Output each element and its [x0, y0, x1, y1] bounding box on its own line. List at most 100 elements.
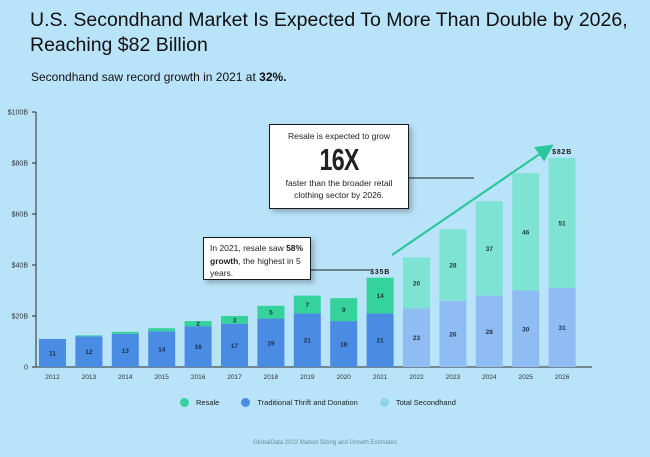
- callout-2021-growth: In 2021, resale saw 58% growth, the high…: [203, 237, 311, 280]
- chart-legend: Resale Traditional Thrift and Donation T…: [180, 398, 456, 407]
- bar-resale-2023: [439, 229, 467, 301]
- data-label-thrift-2020: 18: [340, 342, 348, 349]
- bar-resale-2025: [512, 173, 540, 291]
- bar-resale-2020: [330, 298, 358, 322]
- data-label-thrift-2014: 13: [122, 348, 130, 355]
- bar-resale-2014: [111, 331, 139, 334]
- growth-arrow: [391, 144, 554, 256]
- legend-item-thrift: Traditional Thrift and Donation: [241, 398, 358, 407]
- bar-thrift-2014: [111, 333, 139, 367]
- legend-item-resale: Resale: [180, 398, 219, 407]
- bar-resale-2018: [257, 305, 285, 319]
- data-label-resale-2025: 46: [522, 229, 530, 236]
- callout-resale-growth: Resale is expected to grow 16X faster th…: [269, 124, 409, 209]
- total-label-2026: $82B: [552, 149, 572, 156]
- bar-thrift-2016: [184, 326, 212, 367]
- bar-resale-2022: [403, 257, 430, 309]
- bar-thrift-2023: [439, 300, 467, 367]
- data-label-resale-2017: 3: [233, 317, 237, 324]
- x-tick-label-2014: 2014: [118, 374, 133, 381]
- data-label-thrift-2019: 21: [304, 338, 312, 345]
- data-label-resale-2021: 14: [376, 293, 384, 300]
- bar-resale-2016: [184, 321, 212, 327]
- x-tick-label-2021: 2021: [373, 374, 388, 381]
- bar-thrift-2022: [403, 308, 430, 367]
- data-label-thrift-2017: 17: [231, 343, 239, 350]
- subtitle-text: Secondhand saw record growth in 2021 at: [31, 70, 260, 84]
- callout-big-number: 16X: [319, 142, 359, 177]
- chart-subtitle: Secondhand saw record growth in 2021 at …: [31, 70, 287, 84]
- bar-thrift-2024: [475, 295, 503, 367]
- x-tick-label-2024: 2024: [482, 374, 497, 381]
- y-tick-label: $100B: [8, 110, 29, 117]
- legend-label-resale: Resale: [196, 398, 220, 407]
- bar-thrift-2017: [221, 323, 248, 367]
- legend-swatch-thrift: [241, 398, 251, 407]
- data-label-resale-2018: 5: [269, 310, 273, 317]
- bar-thrift-2018: [257, 318, 285, 367]
- x-tick-label-2023: 2023: [446, 374, 461, 381]
- bar-thrift-2019: [293, 313, 321, 367]
- bar-thrift-2021: [366, 313, 394, 367]
- data-label-thrift-2012: 11: [49, 350, 56, 357]
- subtitle-highlight: 32%.: [259, 70, 287, 84]
- x-tick-label-2013: 2013: [82, 374, 97, 381]
- legend-swatch-resale: [180, 398, 189, 407]
- x-tick-label-2012: 2012: [45, 374, 60, 381]
- x-tick-label-2018: 2018: [264, 374, 279, 381]
- data-label-thrift-2024: 28: [486, 329, 494, 336]
- x-tick-label-2022: 2022: [409, 374, 424, 381]
- bar-resale-2026: [548, 157, 576, 288]
- y-tick-label: 0: [24, 365, 28, 372]
- callout-small-post: , the highest in 5 years.: [210, 255, 301, 279]
- bar-thrift-2015: [148, 331, 176, 367]
- bar-resale-2015: [148, 328, 176, 332]
- data-label-thrift-2016: 16: [194, 344, 202, 351]
- x-tick-label-2019: 2019: [300, 374, 315, 381]
- bar-thrift-2025: [512, 290, 540, 367]
- legend-label-thrift: Traditional Thrift and Donation: [257, 398, 358, 407]
- y-tick-label: $20B: [12, 314, 29, 321]
- data-label-thrift-2018: 19: [267, 340, 275, 347]
- data-label-thrift-2013: 12: [85, 349, 93, 356]
- x-tick-label-2015: 2015: [154, 374, 169, 381]
- x-tick-label-2025: 2025: [518, 374, 533, 381]
- bar-thrift-2026: [548, 287, 576, 367]
- data-label-resale-2022: 20: [413, 280, 421, 287]
- bar-resale-2017: [221, 316, 248, 324]
- callout-big-top: Resale is expected to grow: [287, 131, 391, 141]
- x-tick-label-2026: 2026: [555, 374, 570, 381]
- x-tick-label-2017: 2017: [227, 374, 242, 381]
- callout-small-pre: In 2021, resale saw: [210, 243, 287, 253]
- bar-resale-2024: [475, 201, 503, 296]
- callout-big-bottom: faster than the broader retail clothing …: [285, 178, 393, 200]
- data-label-thrift-2021: 21: [376, 338, 384, 345]
- source-note: GlobalData 2022 Market Sizing and Growth…: [253, 440, 397, 446]
- legend-swatch-total: [379, 398, 389, 407]
- data-label-thrift-2025: 30: [522, 326, 530, 333]
- data-label-resale-2026: 51: [558, 220, 566, 227]
- y-tick-label: $60B: [12, 212, 29, 219]
- data-label-thrift-2026: 31: [558, 325, 566, 332]
- bar-resale-2021: [366, 277, 394, 314]
- y-tick-label: $80B: [12, 161, 29, 168]
- bar-resale-2019: [293, 295, 321, 314]
- data-label-resale-2024: 37: [486, 246, 494, 253]
- chart-title: U.S. Secondhand Market Is Expected To Mo…: [30, 9, 628, 56]
- data-label-thrift-2022: 23: [413, 335, 421, 342]
- callout-small-bold: 58% growth: [210, 243, 304, 266]
- bar-thrift-2013: [75, 336, 103, 367]
- bar-thrift-2020: [330, 321, 358, 367]
- y-tick-label: $40B: [12, 263, 29, 270]
- data-label-thrift-2023: 26: [449, 331, 457, 338]
- data-label-resale-2020: 9: [342, 307, 346, 314]
- data-label-thrift-2015: 14: [158, 347, 166, 354]
- legend-label-total: Total Secondhand: [395, 398, 456, 407]
- x-tick-label-2016: 2016: [191, 374, 206, 381]
- x-tick-label-2020: 2020: [336, 374, 351, 381]
- bar-thrift-2012: [39, 338, 66, 367]
- total-label-2021: $35B: [370, 269, 390, 276]
- bar-resale-2013: [75, 335, 103, 337]
- data-label-resale-2016: 2: [196, 321, 200, 328]
